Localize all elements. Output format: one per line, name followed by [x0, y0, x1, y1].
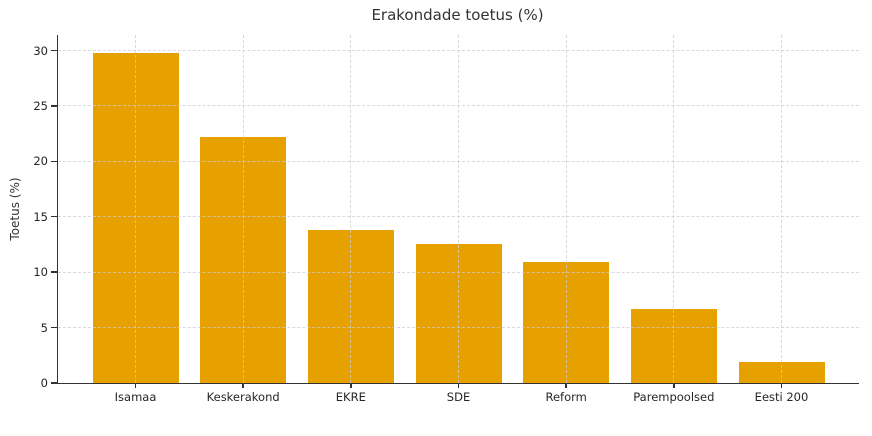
y-tick: [51, 160, 57, 163]
x-tick-label: EKRE: [335, 390, 366, 404]
chart-title: Erakondade toetus (%): [371, 6, 544, 24]
y-tick: [51, 216, 57, 218]
x-tick: [134, 383, 137, 388]
bar-sde: [415, 244, 502, 383]
x-tick: [673, 383, 675, 388]
y-tick: [51, 382, 57, 384]
bar-reform: [523, 262, 610, 383]
x-tick-label: Parempoolsed: [633, 390, 715, 404]
y-tick-label: 5: [40, 320, 48, 335]
v-gridline: [781, 35, 782, 383]
bar-ekre: [307, 230, 394, 383]
x-tick-label: Isamaa: [114, 390, 157, 404]
y-tick-label: 30: [33, 43, 48, 58]
y-tick-label: 25: [33, 98, 48, 113]
x-tick: [242, 383, 244, 388]
bar-isamaa: [92, 52, 179, 383]
y-tick: [51, 49, 57, 52]
x-tick: [350, 383, 352, 388]
x-tick-label: Eesti 200: [754, 390, 809, 404]
x-tick: [780, 383, 783, 388]
bar-eesti-200: [738, 361, 825, 383]
x-tick: [457, 383, 460, 388]
y-tick-label: 0: [40, 376, 48, 390]
bar-parempoolsed: [630, 308, 717, 383]
plot-area: 0 5 10 15 20 25 30 Isamaa Keskerakond EKRE SDE Refo…: [33, 35, 859, 404]
y-tick-label: 15: [33, 209, 48, 224]
bar-keskerakond: [200, 136, 287, 383]
y-tick-label: 10: [33, 265, 48, 280]
y-tick-label: 20: [33, 154, 48, 169]
x-tick: [565, 383, 567, 388]
y-tick: [51, 326, 57, 329]
x-tick-label: Keskerakond: [206, 390, 280, 404]
x-tick-label: SDE: [446, 390, 471, 404]
h-gridline: [58, 50, 859, 52]
y-tick: [51, 105, 57, 107]
x-tick-label: Reform: [545, 390, 587, 404]
y-tick: [51, 271, 57, 273]
